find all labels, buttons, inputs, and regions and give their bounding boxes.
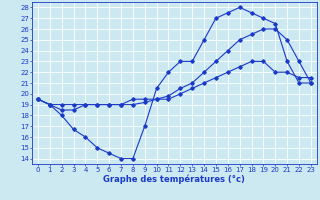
X-axis label: Graphe des températures (°c): Graphe des températures (°c) — [103, 174, 245, 184]
